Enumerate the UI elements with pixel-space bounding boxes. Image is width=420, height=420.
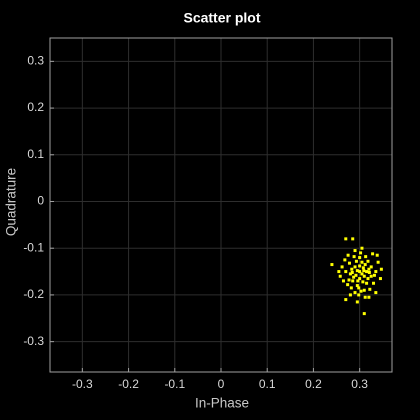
point xyxy=(353,249,357,253)
point xyxy=(341,279,345,283)
point xyxy=(366,259,370,263)
point xyxy=(355,269,359,273)
point xyxy=(359,289,363,293)
y-tick-label: 0.3 xyxy=(27,54,44,68)
x-axis-label: In-Phase xyxy=(195,396,249,411)
point xyxy=(350,267,354,271)
point xyxy=(376,260,380,264)
point xyxy=(356,279,360,283)
point xyxy=(330,263,334,267)
point xyxy=(374,291,378,295)
point xyxy=(355,300,359,304)
point xyxy=(366,277,370,281)
point xyxy=(367,271,371,275)
point xyxy=(369,274,373,278)
point xyxy=(357,286,361,290)
point xyxy=(360,260,364,264)
point xyxy=(363,295,367,299)
y-axis-label: Quadrature xyxy=(4,168,19,236)
point xyxy=(365,270,369,274)
point xyxy=(344,237,348,241)
x-tick-label: 0 xyxy=(218,377,225,391)
point xyxy=(360,272,364,276)
point xyxy=(374,270,378,274)
point xyxy=(350,271,354,275)
point xyxy=(354,273,358,277)
plot-frame xyxy=(49,37,393,373)
point xyxy=(344,270,348,274)
y-tick-label: 0.1 xyxy=(27,147,44,161)
point xyxy=(361,266,365,270)
y-tick-label: -0.3 xyxy=(23,334,44,348)
point xyxy=(362,312,366,316)
y-tick-label: 0.2 xyxy=(27,100,44,114)
point xyxy=(348,272,352,276)
point xyxy=(362,274,366,278)
point xyxy=(358,270,362,274)
point xyxy=(365,281,369,285)
point xyxy=(378,277,382,281)
point xyxy=(351,279,355,283)
point xyxy=(347,261,351,265)
y-tick-label: 0 xyxy=(37,194,44,208)
point xyxy=(351,237,355,241)
point xyxy=(357,293,361,297)
point xyxy=(369,265,373,269)
point xyxy=(367,295,371,299)
point xyxy=(364,255,368,259)
x-tick-label: 0.1 xyxy=(259,377,276,391)
point xyxy=(363,263,367,267)
point xyxy=(346,253,350,257)
point xyxy=(352,275,356,279)
point xyxy=(348,293,352,297)
x-tick-label: -0.1 xyxy=(164,377,185,391)
point xyxy=(361,280,365,284)
x-tick-label: 0.3 xyxy=(351,377,368,391)
point xyxy=(358,256,362,260)
point xyxy=(379,267,383,271)
point xyxy=(375,253,379,257)
x-tick-label: -0.3 xyxy=(72,377,93,391)
point xyxy=(372,281,376,285)
point xyxy=(358,264,362,268)
point xyxy=(337,270,341,274)
point xyxy=(362,288,366,292)
point xyxy=(368,287,372,291)
x-tick-label: -0.2 xyxy=(118,377,139,391)
point xyxy=(347,278,351,282)
point xyxy=(349,286,353,290)
point xyxy=(362,269,366,273)
point xyxy=(353,265,357,269)
chart-title: Scatter plot xyxy=(183,10,260,26)
point xyxy=(344,298,348,302)
point xyxy=(360,246,364,250)
point xyxy=(372,273,376,277)
y-tick-label: -0.1 xyxy=(23,240,44,254)
point xyxy=(340,265,344,269)
point xyxy=(352,255,356,259)
point xyxy=(343,258,347,262)
point xyxy=(346,283,350,287)
point xyxy=(359,251,363,255)
point xyxy=(338,274,342,278)
x-tick-label: 0.2 xyxy=(305,377,322,391)
point xyxy=(367,267,371,271)
point xyxy=(358,277,362,281)
point xyxy=(354,259,358,263)
point xyxy=(355,284,359,288)
y-tick-label: -0.2 xyxy=(23,287,44,301)
point xyxy=(353,291,357,295)
point xyxy=(371,252,375,256)
